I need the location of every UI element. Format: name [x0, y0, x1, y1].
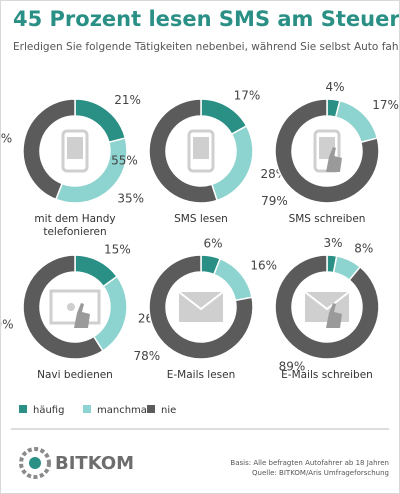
value-label: 16% [250, 259, 277, 273]
legend-label: nie [161, 405, 176, 416]
value-label: 17% [234, 88, 261, 102]
icon-hand [74, 303, 90, 328]
chart-caption: E-Mails schreiben [281, 369, 373, 381]
icon-hand [326, 147, 342, 172]
value-label: 55% [111, 154, 138, 168]
value-label: 78% [134, 349, 161, 363]
footnote-basis: Basis: Alle befragten Autofahrer ab 18 J… [230, 459, 389, 467]
donut-slice [148, 254, 254, 360]
logo-text: BITKOM [55, 453, 134, 474]
icon-phone [187, 129, 215, 173]
chart-caption: Navi bedienen [37, 369, 113, 381]
footnote-source: Quelle: BITKOM/Aris Umfrageforschung [252, 469, 389, 477]
value-label: 3% [323, 236, 342, 250]
value-label: 8% [354, 242, 373, 256]
icon [304, 291, 350, 328]
title: 45 Prozent lesen SMS am Steuer [13, 7, 400, 31]
logo-mark [19, 447, 51, 479]
value-label: 21% [114, 93, 141, 107]
icon [313, 129, 342, 173]
donut-slice [274, 254, 380, 360]
chart-caption: SMS lesen [174, 213, 228, 225]
legend-label: häufig [33, 405, 64, 416]
donut-slice [148, 98, 219, 204]
value-label: 4% [325, 80, 344, 94]
donut-slice [334, 99, 379, 144]
donut-slice [22, 254, 104, 360]
value-label: 89% [279, 360, 306, 374]
icon [187, 129, 215, 173]
icon-screen [193, 137, 209, 159]
value-label: 59% [1, 317, 14, 331]
legend-swatch [83, 405, 91, 413]
icon [49, 289, 101, 328]
value-label: 44% [1, 132, 12, 146]
donut-slice [210, 124, 254, 202]
subtitle: Erledigen Sie folgende Tätigkeiten neben… [13, 41, 400, 53]
legend-swatch [19, 405, 27, 413]
value-label: 35% [117, 192, 144, 206]
value-label: 79% [261, 194, 288, 208]
icon-phone [61, 129, 89, 173]
donut-slice [22, 98, 76, 201]
chart-caption: mit dem Handy telefonieren [34, 213, 116, 238]
chart-caption: E-Mails lesen [166, 369, 236, 381]
donut-slice [274, 98, 380, 204]
icon-hand [326, 303, 342, 328]
legend-label: manchmal [97, 405, 150, 416]
icon-screen [67, 137, 83, 159]
value-label: 6% [203, 237, 222, 251]
chart-caption: SMS schreiben [288, 213, 366, 225]
icon-flap [304, 291, 350, 311]
value-label: 15% [104, 242, 131, 256]
value-label: 17% [372, 98, 399, 112]
icon-flap [178, 291, 224, 311]
legend-swatch [147, 405, 155, 413]
icon-pin [67, 303, 75, 311]
icon [61, 129, 89, 173]
icon [178, 291, 224, 322]
